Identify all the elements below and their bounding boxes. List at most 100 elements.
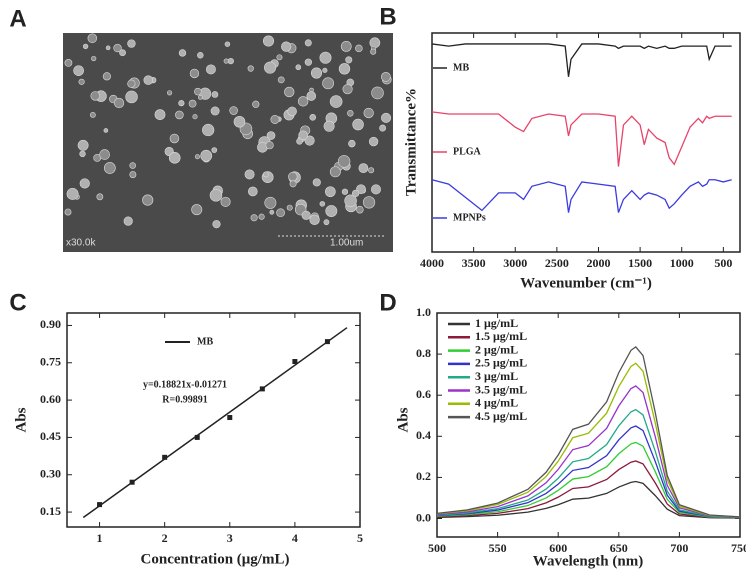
particle xyxy=(178,49,187,57)
particle xyxy=(322,67,328,73)
particle xyxy=(329,166,341,178)
particle xyxy=(264,61,277,74)
spectrum-line xyxy=(436,346,741,518)
particle xyxy=(247,65,254,72)
particle xyxy=(143,75,154,85)
particle xyxy=(341,188,349,195)
y-axis-title: Abs xyxy=(13,407,29,432)
x-tick-label: 2 xyxy=(162,531,168,545)
annotation: y=0.18821x-0.01271 xyxy=(143,379,227,390)
particle xyxy=(324,186,336,198)
particle xyxy=(309,214,320,225)
particle xyxy=(368,136,379,147)
particle xyxy=(125,90,138,104)
x-axis-title: Concentration (μg/mL) xyxy=(141,551,290,567)
particle xyxy=(371,86,384,100)
particle xyxy=(287,106,297,117)
particle xyxy=(289,180,297,188)
particle xyxy=(381,112,392,123)
particle xyxy=(87,33,98,44)
data-point xyxy=(162,454,168,460)
particle xyxy=(363,107,374,119)
y-tick-label: 0.8 xyxy=(416,346,431,360)
x-tick-label: 1 xyxy=(97,531,103,545)
panel-label: A xyxy=(9,5,26,32)
particle xyxy=(338,63,351,75)
spectrum-line xyxy=(436,362,741,518)
particle xyxy=(78,78,85,85)
particle xyxy=(244,169,255,180)
particle xyxy=(142,194,154,206)
particle xyxy=(322,77,335,90)
particle xyxy=(82,43,89,50)
particle xyxy=(102,72,111,81)
particle xyxy=(351,189,360,198)
particle xyxy=(288,171,298,182)
particle xyxy=(340,41,352,52)
particle xyxy=(301,210,311,220)
x-tick-label: 1000 xyxy=(670,256,694,270)
spectrum-line xyxy=(436,480,741,519)
x-axis-title: Wavelength (nm) xyxy=(533,553,643,569)
particle xyxy=(90,91,100,101)
particle xyxy=(252,100,260,108)
particle xyxy=(323,219,330,226)
particle xyxy=(194,154,200,160)
x-tick-label: 2500 xyxy=(545,256,569,270)
particle xyxy=(129,171,137,179)
y-tick-label: 0.15 xyxy=(40,504,61,518)
curve-label: PLGA xyxy=(453,146,482,157)
y-tick-label: 0.75 xyxy=(40,355,61,369)
particle xyxy=(358,163,369,174)
particle xyxy=(105,45,111,51)
spectrum-line xyxy=(436,441,741,519)
curve-label: MPNPs xyxy=(453,212,486,223)
legend-label: 1.5 μg/mL xyxy=(475,329,527,343)
particle xyxy=(113,97,125,109)
micrograph: x30.0k 1.00um xyxy=(63,33,393,252)
particle xyxy=(103,162,116,174)
x-tick-label: 2000 xyxy=(586,256,610,270)
particle xyxy=(381,71,391,82)
annotation: R=0.99891 xyxy=(162,394,207,405)
particle xyxy=(368,167,375,174)
particle xyxy=(304,39,312,47)
particle xyxy=(250,214,258,222)
particle xyxy=(379,124,387,132)
particle xyxy=(79,178,90,189)
y-tick-label: 0.45 xyxy=(40,429,61,443)
curve-label: MB xyxy=(453,62,469,73)
panel-label: D xyxy=(379,289,396,316)
particle xyxy=(175,110,184,120)
particle xyxy=(298,130,308,141)
plot-frame xyxy=(66,312,361,528)
particle xyxy=(262,171,269,178)
particle xyxy=(64,208,72,216)
particle xyxy=(127,39,136,48)
x-tick-label: 5 xyxy=(357,531,363,545)
particle xyxy=(348,139,356,148)
particle xyxy=(342,84,353,95)
particle xyxy=(370,48,377,55)
particle xyxy=(191,204,203,216)
particle xyxy=(96,193,104,201)
particle xyxy=(223,58,229,64)
particle xyxy=(210,106,220,116)
particle xyxy=(347,110,354,117)
particle xyxy=(295,64,302,71)
particle xyxy=(281,41,292,52)
scale-text: 1.00um xyxy=(330,238,363,249)
particle xyxy=(154,109,166,120)
y-tick-label: 0.2 xyxy=(416,469,431,483)
particle xyxy=(197,95,203,100)
x-tick-label: 3000 xyxy=(503,256,527,270)
particle xyxy=(197,52,204,59)
particle xyxy=(189,68,200,79)
particle xyxy=(286,204,293,211)
particle xyxy=(79,150,86,158)
particle xyxy=(91,55,97,62)
legend-label: 1 μg/mL xyxy=(475,316,518,330)
particle xyxy=(129,162,136,169)
y-tick-label: 0.60 xyxy=(40,392,61,406)
